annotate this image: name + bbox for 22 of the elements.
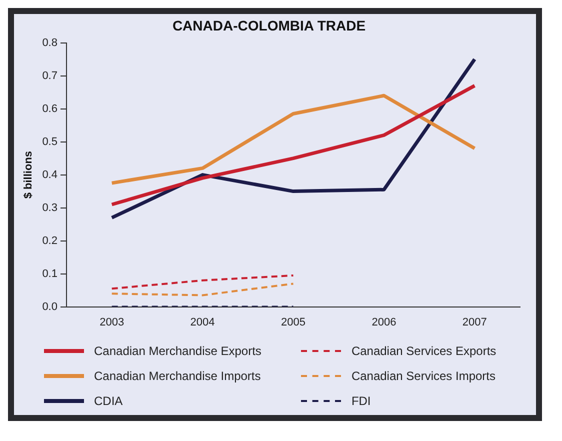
legend-label: Canadian Services Imports: [351, 368, 496, 382]
y-tick-label: 0.3: [42, 202, 58, 214]
legend-label: Canadian Merchandise Imports: [94, 368, 261, 382]
x-tick-label: 2005: [281, 316, 306, 328]
y-axis-title: $ billions: [22, 150, 35, 199]
x-tick-label: 2006: [372, 316, 396, 328]
y-tick-label: 0.8: [42, 36, 58, 49]
y-tick-label: 0.6: [42, 102, 58, 115]
y-tick-label: 0.0: [42, 300, 58, 313]
x-tick-label: 2007: [462, 316, 487, 328]
y-tick-label: 0.1: [42, 268, 58, 280]
y-tick-label: 0.4: [42, 168, 58, 181]
y-tick-label: 0.5: [42, 136, 58, 148]
legend-label: Canadian Services Exports: [351, 344, 496, 358]
y-tick-label: 0.7: [42, 70, 58, 82]
y-tick-label: 0.2: [42, 234, 58, 247]
x-tick-label: 2004: [190, 316, 215, 328]
chart-title: CANADA-COLOMBIA TRADE: [172, 17, 366, 34]
x-tick-label: 2003: [100, 316, 124, 328]
legend-label: CDIA: [94, 394, 123, 408]
legend-label: FDI: [351, 394, 371, 408]
legend-label: Canadian Merchandise Exports: [94, 344, 262, 358]
